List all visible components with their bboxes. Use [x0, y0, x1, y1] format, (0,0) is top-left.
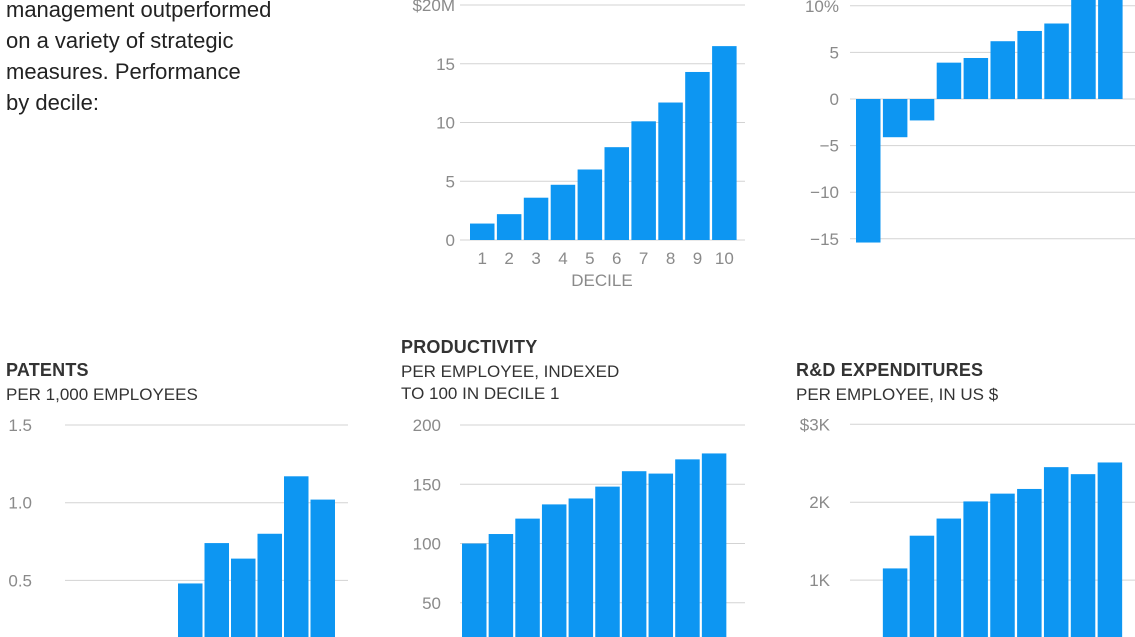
growth-bar — [1098, 0, 1123, 99]
productivity-ytick-label: 150 — [413, 475, 441, 494]
revenue-bar — [496, 214, 522, 240]
growth-ytick-label: 5 — [830, 43, 839, 62]
rd-bar — [1043, 467, 1069, 637]
rd-chart: $3K 2K 1K — [800, 415, 1135, 637]
revenue-xtick-label: 1 — [478, 249, 487, 268]
revenue-xtick-label: 7 — [639, 249, 648, 268]
productivity-subtitle-line: TO 100 IN DECILE 1 — [401, 384, 560, 403]
rd-bar — [1017, 488, 1042, 637]
rd-ytick-label: 2K — [809, 493, 830, 512]
productivity-bar — [541, 504, 567, 637]
patents-bar — [231, 558, 256, 637]
productivity-subtitle-line: PER EMPLOYEE, INDEXED — [401, 362, 620, 381]
patents-bar — [178, 583, 203, 637]
revenue-bar — [577, 169, 603, 240]
productivity-bar — [515, 518, 540, 637]
productivity-bar — [648, 473, 674, 637]
rd-bar — [882, 568, 908, 637]
patents-ytick-label: 1.5 — [8, 416, 32, 435]
productivity-bar — [462, 543, 487, 637]
growth-bar — [1017, 30, 1042, 99]
patents-bar — [204, 543, 229, 637]
revenue-bar — [550, 184, 576, 240]
productivity-bar — [675, 459, 700, 637]
rd-bar — [1070, 474, 1096, 637]
rd-bar — [1097, 462, 1123, 637]
revenue-ytick-label: 5 — [446, 172, 455, 191]
productivity-bar — [488, 534, 514, 637]
rd-ytick-label: 1K — [809, 571, 830, 590]
patents-bar — [257, 533, 282, 637]
patents-bar — [310, 499, 335, 637]
patents-chart: 1.5 1.0 0.5 — [8, 416, 348, 637]
growth-bar — [1044, 23, 1069, 100]
productivity-title: PRODUCTIVITY — [401, 337, 538, 357]
revenue-xtick-label: 4 — [558, 249, 567, 268]
revenue-xtick-label: 2 — [504, 249, 513, 268]
revenue-xaxis-label: DECILE — [571, 271, 632, 290]
patents-ytick-label: 1.0 — [8, 494, 32, 513]
productivity-bar — [701, 453, 727, 637]
rd-subtitle: PER EMPLOYEE, IN US $ — [796, 384, 998, 406]
growth-bar — [856, 99, 881, 243]
productivity-bar — [595, 486, 620, 637]
intro-line: measures. Performance — [6, 59, 241, 84]
intro-line: on a variety of strategic — [6, 28, 234, 53]
revenue-ytick-label: 10 — [436, 114, 455, 133]
productivity-ytick-label: 200 — [413, 416, 441, 435]
rd-bar — [909, 535, 935, 637]
rd-bar — [990, 493, 1015, 637]
patents-title: PATENTS — [6, 360, 89, 380]
patents-subtitle: PER 1,000 EMPLOYEES — [6, 384, 198, 406]
revenue-bar — [685, 71, 710, 240]
growth-bar — [990, 41, 1015, 99]
growth-ytick-label: −5 — [820, 137, 839, 156]
revenue-ytick-label: 15 — [436, 55, 455, 74]
patents-bar — [284, 476, 309, 637]
revenue-bar — [658, 102, 683, 241]
productivity-ytick-label: 100 — [413, 535, 441, 554]
growth-bar — [963, 57, 989, 99]
revenue-bar — [712, 46, 737, 240]
productivity-chart: 200 150 100 50 — [413, 416, 745, 637]
productivity-bar — [621, 471, 647, 637]
revenue-bar — [470, 223, 495, 240]
patents-subtitle-line: PER 1,000 EMPLOYEES — [6, 385, 198, 404]
growth-ytick-label: −15 — [810, 230, 839, 249]
patents-ytick-label: 0.5 — [8, 571, 32, 590]
growth-ytick-label: −10 — [810, 183, 839, 202]
growth-chart: 10% 5 0 −5 −10 −15 — [805, 0, 1135, 249]
rd-title: R&D EXPENDITURES — [796, 360, 984, 380]
rd-bar — [936, 518, 962, 637]
growth-bar — [882, 99, 908, 138]
revenue-bar — [523, 197, 549, 240]
revenue-xtick-label: 9 — [693, 249, 702, 268]
intro-line: by decile: — [6, 90, 99, 115]
rd-ytick-label: $3K — [800, 415, 831, 434]
growth-bar — [936, 62, 962, 99]
growth-ytick-label: 10% — [805, 0, 839, 16]
growth-bar — [909, 99, 935, 121]
growth-bar — [1071, 0, 1096, 99]
revenue-xtick-label: 5 — [585, 249, 594, 268]
revenue-bar — [631, 121, 656, 240]
revenue-xtick-label: 8 — [666, 249, 675, 268]
revenue-bar — [604, 147, 629, 240]
revenue-xtick-label: 10 — [715, 249, 734, 268]
revenue-xtick-label: 6 — [612, 249, 621, 268]
revenue-ytick-label: 0 — [446, 231, 455, 250]
rd-subtitle-line: PER EMPLOYEE, IN US $ — [796, 385, 999, 404]
intro-line: management outperformed — [6, 0, 272, 22]
productivity-subtitle: PER EMPLOYEE, INDEXED TO 100 IN DECILE 1 — [401, 361, 619, 405]
revenue-xtick-label: 3 — [531, 249, 540, 268]
intro-text: management outperformed on a variety of … — [6, 0, 336, 118]
rd-bar — [963, 501, 988, 637]
productivity-ytick-label: 50 — [422, 594, 441, 613]
productivity-bar — [568, 498, 594, 637]
revenue-ytick-label: $20M — [412, 0, 455, 15]
growth-ytick-label: 0 — [830, 90, 839, 109]
